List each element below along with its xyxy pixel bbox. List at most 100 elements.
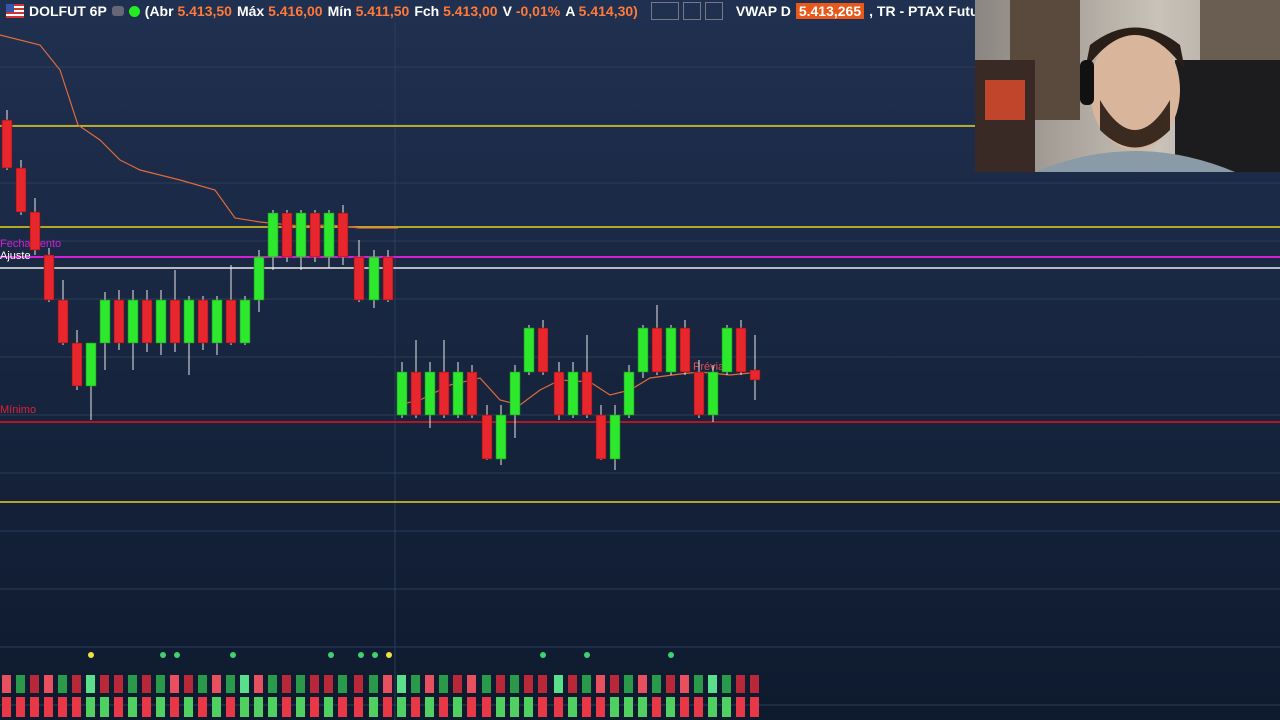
heat-cell [467, 697, 476, 717]
tool-button[interactable] [650, 2, 679, 20]
candle-body [410, 371, 422, 416]
heat-cell [72, 675, 81, 693]
heat-cell [86, 675, 95, 693]
heat-cell [2, 697, 11, 717]
heat-cell [652, 675, 661, 693]
signal-dot [540, 652, 546, 658]
heat-cell [296, 697, 305, 717]
candle-body [169, 299, 181, 344]
heat-cell [296, 675, 305, 693]
heat-cell [212, 675, 221, 693]
candle-body [71, 342, 83, 387]
heat-cell [114, 697, 123, 717]
status-dot [128, 5, 140, 17]
heat-cell [30, 697, 39, 717]
heat-cell [2, 675, 11, 693]
flag-icon [6, 4, 24, 18]
heat-cell [482, 697, 491, 717]
candle-body [537, 327, 549, 373]
candle-body [382, 256, 394, 301]
heat-cell [354, 675, 363, 693]
candle-body [481, 414, 493, 460]
signal-dot [668, 652, 674, 658]
candle-body [523, 327, 535, 373]
quote-field: A 5.414,30) [565, 3, 638, 19]
heat-cell [338, 697, 347, 717]
candle-body [707, 371, 719, 416]
candle-body [637, 327, 649, 373]
field-label: Máx [236, 3, 265, 19]
heat-cell [596, 675, 605, 693]
heat-cell [44, 675, 53, 693]
candle-body [353, 256, 365, 301]
heat-cell [736, 697, 745, 717]
heat-cell [425, 675, 434, 693]
heat-cell [383, 697, 392, 717]
heat-cell [624, 697, 633, 717]
average-line [397, 371, 761, 406]
heat-cell [240, 675, 249, 693]
heat-cell [554, 697, 563, 717]
tool-button[interactable] [682, 2, 701, 20]
heat-cell [750, 697, 759, 717]
heat-cell [568, 675, 577, 693]
quote-fields: (Abr 5.413,50 Máx 5.416,00 Mín 5.411,50 Fch… [145, 3, 638, 19]
candle-body [623, 371, 635, 416]
field-value: -0,01% [515, 3, 561, 19]
signal-dot [584, 652, 590, 658]
field-label: Fch [414, 3, 440, 19]
candle-body [665, 327, 677, 373]
heat-cell [554, 675, 563, 693]
candle-body [735, 327, 747, 373]
quote-field: Máx 5.416,00 [237, 3, 323, 19]
field-value: 5.413,50 [177, 3, 232, 19]
heat-cell [538, 697, 547, 717]
heat-cell [338, 675, 347, 693]
heat-cell [268, 675, 277, 693]
candle-body [43, 254, 55, 301]
field-value: 5.411,50 [355, 3, 410, 19]
heat-cell [568, 697, 577, 717]
candle-body [509, 371, 521, 416]
heat-cell [156, 675, 165, 693]
heat-cell [736, 675, 745, 693]
signal-dot [174, 652, 180, 658]
heat-cell [524, 675, 533, 693]
level-label: Mínimo [0, 404, 36, 416]
candle-body [141, 299, 153, 344]
webcam [975, 0, 1280, 172]
candle-body [396, 371, 408, 416]
tool-button[interactable] [704, 2, 723, 20]
candle-body [85, 342, 97, 387]
heat-cell [282, 675, 291, 693]
signal-dot [160, 652, 166, 658]
heat-cell [750, 675, 759, 693]
heat-cell [453, 675, 462, 693]
level-label: Ajuste [0, 250, 31, 262]
heat-cell [524, 697, 533, 717]
candle-body [267, 212, 279, 258]
heat-cell [680, 675, 689, 693]
level-label: Prévia [693, 361, 725, 373]
heat-cell [198, 675, 207, 693]
heat-cell [184, 697, 193, 717]
heat-cell [170, 675, 179, 693]
heat-cell [610, 675, 619, 693]
heat-cell [240, 697, 249, 717]
webcam-image [975, 0, 1280, 172]
candle-body [309, 212, 321, 258]
candle-body [183, 299, 195, 344]
candle-body [15, 167, 27, 213]
quote-field: (Abr 5.413,50 [145, 3, 232, 19]
candle-body [127, 299, 139, 344]
heat-cell [666, 675, 675, 693]
heat-cell [439, 675, 448, 693]
heat-cell [510, 675, 519, 693]
candle-body [253, 256, 265, 301]
vwap-value: 5.413,265 [795, 3, 865, 19]
heat-cell [254, 697, 263, 717]
heat-cell [624, 675, 633, 693]
candle-body [29, 211, 41, 251]
candle-body [211, 299, 223, 344]
signal-dot [88, 652, 94, 658]
